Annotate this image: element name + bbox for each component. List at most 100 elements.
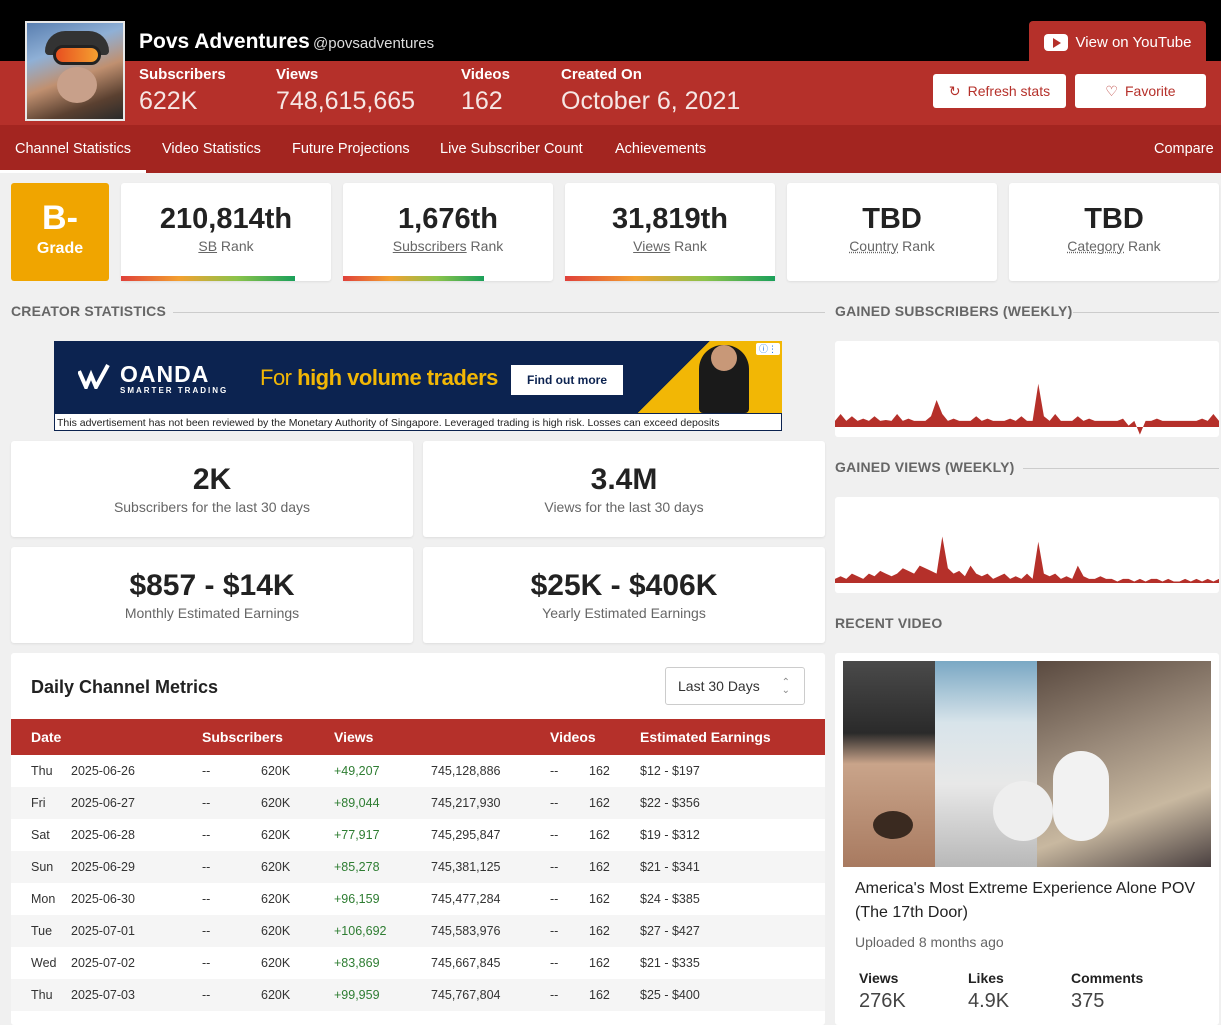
cell-sub-change: -- xyxy=(202,924,211,938)
recent-video-thumbnail[interactable] xyxy=(843,661,1211,867)
rank-suffix: Rank xyxy=(898,238,935,254)
cell-view-change: +77,917 xyxy=(334,828,380,842)
rank-card-sb: 210,814th SB Rank xyxy=(121,183,331,281)
cell-date: 2025-06-26 xyxy=(71,764,135,778)
rank-card-category: TBD Category Rank xyxy=(1009,183,1219,281)
rank-term-link[interactable]: Category xyxy=(1067,238,1125,254)
rank-label: Country Rank xyxy=(787,238,997,254)
ad-brand: OANDA SMARTER TRADING xyxy=(120,361,228,395)
col-videos[interactable]: Videos xyxy=(550,729,596,745)
cell-vid-change: -- xyxy=(550,764,559,778)
ad-info-icon[interactable]: ⓘ⋮ xyxy=(756,343,780,355)
table-row: Fri 2025-06-27 -- 620K +89,044 745,217,930 -- 1… xyxy=(11,787,825,819)
col-date[interactable]: Date xyxy=(31,729,62,745)
rank-label: Views Rank xyxy=(565,238,775,254)
cell-view-change: +49,207 xyxy=(334,764,380,778)
cell-views: 745,381,125 xyxy=(431,860,501,874)
recent-video-uploaded: Uploaded 8 months ago xyxy=(855,934,1004,950)
rank-term-link[interactable]: Views xyxy=(633,238,671,254)
tab-live-subscriber-count[interactable]: Live Subscriber Count xyxy=(440,141,583,157)
cell-sub-change: -- xyxy=(202,796,211,810)
cell-view-change: +106,692 xyxy=(334,924,387,938)
refresh-icon: ↻ xyxy=(948,82,961,99)
table-row: Sun 2025-06-29 -- 620K +85,278 745,381,125 -- 1… xyxy=(11,851,825,883)
cell-day: Thu xyxy=(31,764,53,778)
tab-future-projections[interactable]: Future Projections xyxy=(292,141,410,157)
video-stat-views: Views 276K xyxy=(859,970,906,1013)
cell-sub-change: -- xyxy=(202,860,211,874)
recent-video-card: America's Most Extreme Experience Alone … xyxy=(835,653,1219,1025)
table-row: Wed 2025-07-02 -- 620K +83,869 745,667,845 -- 1… xyxy=(11,947,825,979)
sparkline-area xyxy=(835,536,1219,583)
tab-compare[interactable]: Compare xyxy=(1154,141,1214,157)
rank-progress-bar xyxy=(343,276,484,281)
channel-avatar[interactable] xyxy=(25,21,125,121)
cell-earnings: $22 - $356 xyxy=(640,796,700,810)
col-views[interactable]: Views xyxy=(334,729,374,745)
favorite-button[interactable]: ♡ Favorite xyxy=(1075,74,1206,108)
col-estimated-earnings[interactable]: Estimated Earnings xyxy=(640,729,771,745)
stat-label: Views xyxy=(276,66,319,83)
range-select-value: Last 30 Days xyxy=(678,678,760,694)
view-on-youtube-button[interactable]: View on YouTube xyxy=(1029,21,1206,63)
cell-view-change: +85,278 xyxy=(334,860,380,874)
rank-term-link[interactable]: Country xyxy=(849,238,899,254)
stat-value: 748,615,665 xyxy=(276,87,416,115)
cell-subs: 620K xyxy=(261,924,291,938)
rank-label: SB Rank xyxy=(121,238,331,254)
stat-value: October 6, 2021 xyxy=(561,87,741,115)
video-stat-label: Likes xyxy=(968,970,1004,986)
stat-label: Subscribers xyxy=(139,66,226,83)
rank-label: Subscribers Rank xyxy=(343,238,553,254)
tab-achievements[interactable]: Achievements xyxy=(615,141,707,157)
stat-views: Views 748,615,665 xyxy=(276,66,415,116)
tab-video-statistics[interactable]: Video Statistics xyxy=(162,141,261,157)
rank-term-link[interactable]: SB xyxy=(198,238,218,254)
cell-views: 745,217,930 xyxy=(431,796,501,810)
cell-vid-change: -- xyxy=(550,892,559,906)
video-stat-value: 276K xyxy=(859,990,906,1012)
rank-card-subscribers: 1,676th Subscribers Rank xyxy=(343,183,553,281)
rank-card-country: TBD Country Rank xyxy=(787,183,997,281)
table-row: Sat 2025-06-28 -- 620K +77,917 745,295,847 -- 1… xyxy=(11,819,825,851)
cell-videos: 162 xyxy=(589,764,610,778)
col-subscribers[interactable]: Subscribers xyxy=(202,729,283,745)
refresh-stats-button[interactable]: ↻ Refresh stats xyxy=(933,74,1066,108)
table-row: Thu 2025-07-03 -- 620K +99,959 745,767,804 -- 1… xyxy=(11,979,825,1011)
cell-view-change: +83,869 xyxy=(334,956,380,970)
rank-term-link[interactable]: Subscribers xyxy=(392,238,467,254)
summary-card-monthly-earnings: $857 - $14K Monthly Estimated Earnings xyxy=(11,547,413,643)
ad-person-image xyxy=(699,345,749,413)
cell-vid-change: -- xyxy=(550,796,559,810)
section-title-gained-views: GAINED VIEWS (WEEKLY) xyxy=(835,459,1015,475)
youtube-button-label: View on YouTube xyxy=(1075,33,1192,51)
cell-day: Tue xyxy=(31,924,53,938)
cell-views: 745,295,847 xyxy=(431,828,501,842)
cell-day: Thu xyxy=(31,988,53,1002)
cell-date: 2025-06-28 xyxy=(71,828,135,842)
stat-label: Videos xyxy=(461,66,510,83)
metrics-table-header: Date Subscribers Views Videos Estimated … xyxy=(11,719,825,755)
video-stat-label: Comments xyxy=(1071,970,1144,986)
recent-video-title[interactable]: America's Most Extreme Experience Alone … xyxy=(855,880,1196,921)
ad-tagline-a: For xyxy=(260,365,298,390)
rank-suffix: Rank xyxy=(466,238,504,254)
ad-find-out-more-button[interactable]: Find out more xyxy=(511,365,623,395)
summary-card-yearly-earnings: $25K - $406K Yearly Estimated Earnings xyxy=(423,547,825,643)
header-bar xyxy=(0,0,1221,61)
rank-suffix: Rank xyxy=(1124,238,1161,254)
cell-subs: 620K xyxy=(261,988,291,1002)
tab-channel-statistics[interactable]: Channel Statistics xyxy=(0,125,147,173)
advertisement-banner[interactable]: OANDA SMARTER TRADING For high volume tra… xyxy=(54,341,782,431)
cell-vid-change: -- xyxy=(550,956,559,970)
rank-suffix: Rank xyxy=(217,238,254,254)
refresh-label: Refresh stats xyxy=(967,83,1051,99)
cell-view-change: +96,159 xyxy=(334,892,380,906)
oanda-logo-icon xyxy=(78,364,110,389)
cell-day: Fri xyxy=(31,796,46,810)
stat-videos: Videos 162 xyxy=(461,66,510,116)
youtube-icon xyxy=(1043,33,1068,51)
summary-card-subscribers: 2K Subscribers for the last 30 days xyxy=(11,441,413,537)
range-select[interactable]: Last 30 Days ⌃ ⌄ xyxy=(665,667,805,705)
divider xyxy=(173,312,825,313)
